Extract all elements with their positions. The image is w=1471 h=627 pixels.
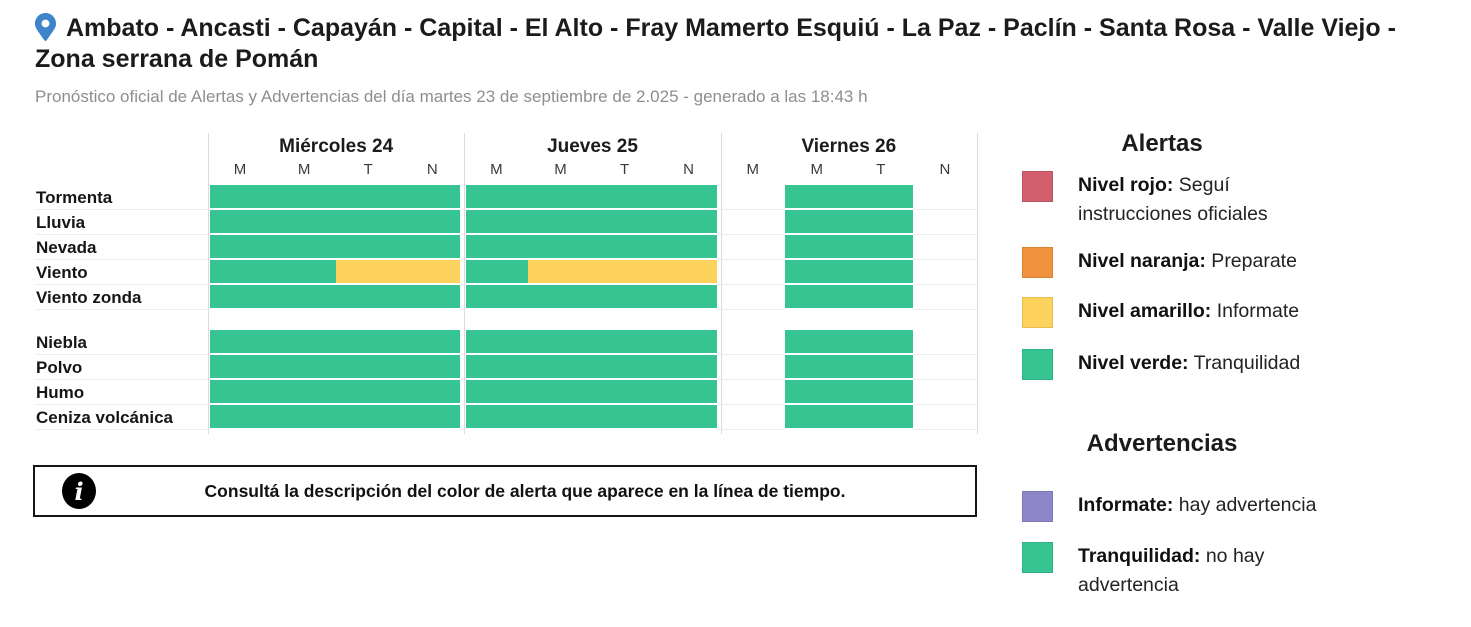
legend-swatch-red [1022,171,1053,202]
slot-label: T [619,161,630,178]
slot-label: T [876,161,886,178]
legend-swatch-green [1022,349,1053,380]
column-divider [464,133,466,434]
column-divider [720,133,722,434]
row-label: Nevada [36,238,97,257]
legend-item-label: Informate: [1078,494,1174,516]
legend-item-informate: Informate: hay advertencia [1022,491,1330,522]
row-label: Viento zonda [36,288,142,307]
legend-item-nivel-rojo: Nivel rojo: Seguí instrucciones oficiale… [1022,171,1330,229]
alert-bar-green [210,185,461,210]
alert-bar-green [466,185,717,210]
page-title: Ambato - Ancasti - Capayán - Capital - E… [35,13,1437,75]
slot-label: M [554,161,567,178]
info-icon: i [62,473,96,509]
alert-bar-green [784,285,913,310]
legend-item-label: Nivel amarillo: [1078,300,1212,322]
legend-item-nivel-amarillo: Nivel amarillo: Informate [1022,297,1330,328]
row-label: Humo [36,383,85,402]
alert-bar-green [784,380,913,405]
alert-bar-green [210,330,461,355]
alert-bar-green [784,355,913,380]
legend-title-alertas: Alertas [1121,130,1203,157]
row-label: Ceniza volcánica [36,408,174,427]
slot-label: N [939,161,951,178]
alert-bar-green [784,405,913,430]
legend-swatch-purple [1022,491,1053,522]
alert-bar-green [466,210,717,235]
day-header: Miércoles 24 [279,136,394,157]
alert-bar-yellow [336,260,461,285]
legend-item-nivel-verde: Nivel verde: Tranquilidad [1022,349,1330,380]
legend-item-text: Nivel verde: Tranquilidad [1078,349,1330,378]
alert-bar-green [210,380,461,405]
legend-item-desc: Seguí instrucciones oficiales [1078,174,1268,225]
page-title-text: Ambato - Ancasti - Capayán - Capital - E… [35,14,1396,73]
alert-bar-green [466,235,717,260]
alert-bar-green [466,355,717,380]
legend-item-desc: Preparate [1205,250,1297,272]
row-label: Niebla [36,333,88,352]
legend-item-nivel-naranja: Nivel naranja: Preparate [1022,247,1330,278]
alert-bar-green [210,260,337,285]
legend-swatch-orange [1022,247,1053,278]
slot-label: M [746,161,759,178]
alert-bar-green [784,210,913,235]
legend-item-desc: hay advertencia [1173,494,1317,516]
legend-item-label: Nivel rojo: [1078,174,1174,196]
alert-bar-green [784,235,913,260]
legend-item-desc: Informate [1211,300,1300,322]
row-label: Lluvia [36,213,86,232]
slot-label: N [683,161,695,178]
row-label: Viento [36,263,88,282]
legend-item-tranquilidad: Tranquilidad: no hay advertencia [1022,542,1330,600]
alert-bar-green [784,330,913,355]
legend-item-text: Tranquilidad: no hay advertencia [1078,542,1330,600]
alert-bar-green [210,405,461,430]
alert-bar-green [210,210,461,235]
column-divider [208,133,209,434]
slot-label: N [426,161,438,178]
alert-bar-green [466,285,717,310]
alert-bar-green [466,405,717,430]
alert-bar-green [210,355,461,380]
alert-bar-yellow [528,260,717,285]
alert-bar-green [784,185,913,210]
legend-title-advertencias: Advertencias [1086,430,1238,457]
legend-item-text: Nivel naranja: Preparate [1078,247,1330,276]
column-divider [976,133,978,434]
slot-label: M [297,161,311,178]
legend-item-desc: Tranquilidad [1188,352,1301,374]
alert-bar-green [466,260,529,285]
row-label: Tormenta [36,188,113,207]
legend-item-label: Nivel verde: [1078,352,1189,374]
legend-item-text: Informate: hay advertencia [1078,491,1330,520]
legend-item-desc: no hay advertencia [1078,545,1265,596]
legend-item-label: Nivel naranja: [1078,250,1206,272]
slot-label: M [233,161,247,178]
location-pin-icon [35,13,56,42]
info-box-text: Consultá la descripción del color de ale… [204,480,846,501]
alert-bar-green [784,260,913,285]
alert-bar-green [210,235,461,260]
day-header: Viernes 26 [801,136,897,157]
legend-item-label: Tranquilidad: [1078,545,1201,567]
row-label: Polvo [36,358,83,377]
legend-item-text: Nivel rojo: Seguí instrucciones oficiale… [1078,171,1330,229]
slot-label: M [810,161,824,178]
legend-item-text: Nivel amarillo: Informate [1078,297,1330,326]
info-box: i Consultá la descripción del color de a… [33,465,977,517]
alert-bar-green [466,330,717,355]
legend-swatch-yellow [1022,297,1053,328]
slot-label: M [490,161,503,178]
alert-bar-green [210,285,461,310]
slot-label: T [363,161,373,178]
legend-swatch-green [1022,542,1053,573]
page-subtitle: Pronóstico oficial de Alertas y Adverten… [35,87,868,106]
alert-bar-green [466,380,717,405]
day-header: Jueves 25 [547,136,638,157]
